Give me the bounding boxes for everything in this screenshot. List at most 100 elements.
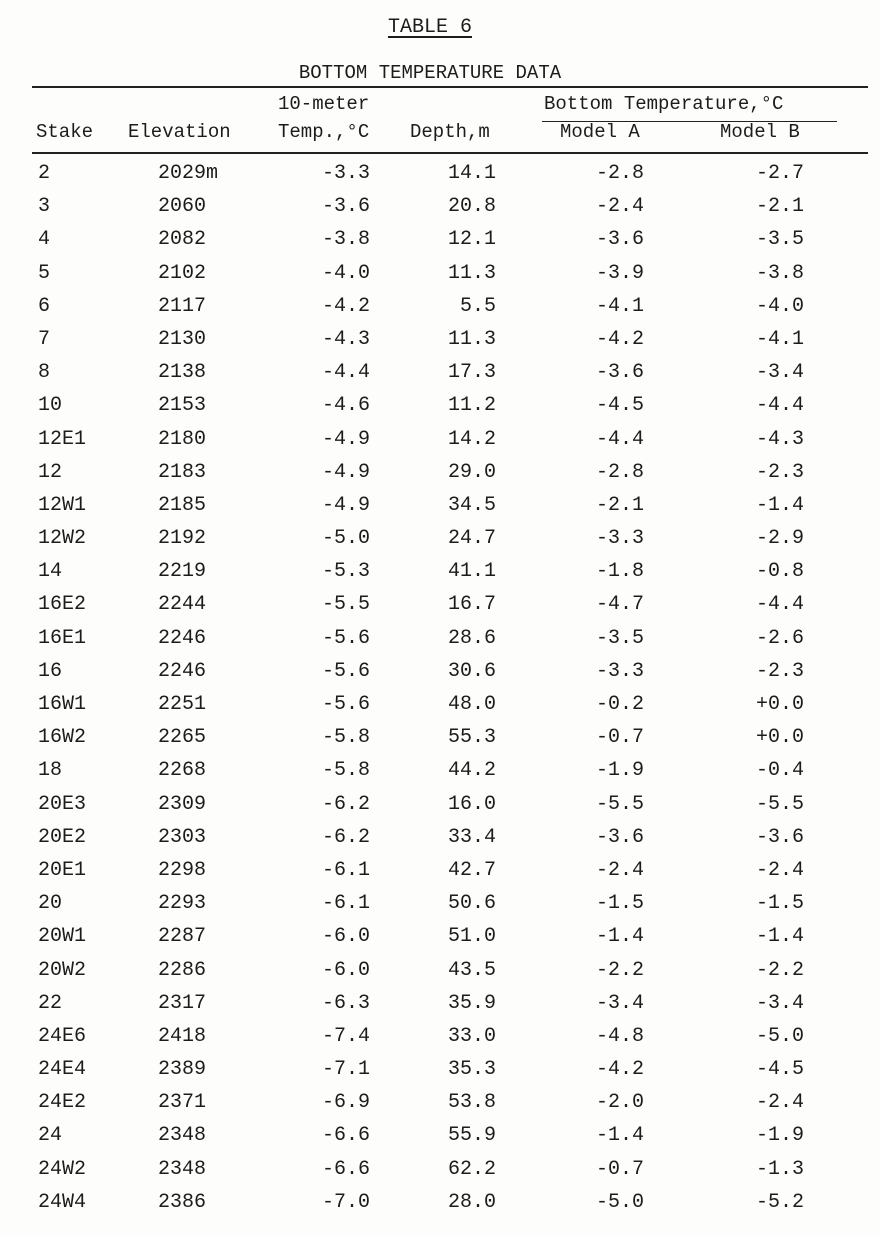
- table-subtitle: BOTTOM TEMPERATURE DATA: [298, 62, 562, 84]
- depth-cell: 28.0: [447, 1190, 496, 1214]
- group-underline: [542, 121, 837, 122]
- depth-cell: 29.0: [447, 460, 496, 484]
- elevation-cell: 2268: [158, 759, 207, 783]
- depth-cell: 44.2: [447, 759, 496, 783]
- temp-cell: -6.2: [321, 792, 370, 816]
- stake-cell: 24W4: [38, 1190, 87, 1214]
- stake-cell: 20E1: [38, 858, 87, 882]
- elevation-cell: 2185: [158, 493, 207, 517]
- temp-cell: -3.6: [321, 195, 370, 219]
- elevation-cell: 2138: [158, 361, 207, 385]
- model-a-cell: -4.1: [595, 294, 644, 318]
- header-temp-line2: Temp.,°C: [278, 121, 370, 143]
- model-b-cell: -1.4: [755, 925, 804, 949]
- stake-cell: 24E4: [38, 1058, 87, 1082]
- header-temp-line1: 10-meter: [278, 93, 370, 115]
- depth-cell: 33.4: [447, 825, 496, 849]
- model-b-cell: -4.3: [755, 427, 804, 451]
- model-b-cell: -4.4: [755, 394, 804, 418]
- depth-cell: 28.6: [447, 626, 496, 650]
- model-a-cell: -1.9: [595, 759, 644, 783]
- model-b-cell: -3.5: [755, 228, 804, 252]
- temp-cell: -4.9: [321, 427, 370, 451]
- model-a-cell: -2.4: [595, 195, 644, 219]
- temp-cell: -6.0: [321, 958, 370, 982]
- table-row: 16W2 2265 -5.8 55.3 -0.7 +0.0: [0, 722, 880, 755]
- stake-cell: 20W1: [38, 925, 87, 949]
- stake-cell: 22: [38, 991, 63, 1015]
- temp-cell: -4.6: [321, 394, 370, 418]
- model-b-cell: -5.5: [755, 792, 804, 816]
- elevation-cell: 2298: [158, 858, 207, 882]
- temp-cell: -5.8: [321, 726, 370, 750]
- temp-cell: -6.1: [321, 858, 370, 882]
- temp-cell: -4.4: [321, 361, 370, 385]
- model-a-cell: -3.6: [595, 825, 644, 849]
- header-model-a: Model A: [560, 121, 640, 143]
- temp-cell: -6.1: [321, 892, 370, 916]
- depth-cell: 50.6: [447, 892, 496, 916]
- model-b-cell: -3.8: [755, 261, 804, 285]
- stake-cell: 12W2: [38, 527, 87, 551]
- model-a-cell: -2.1: [595, 493, 644, 517]
- elevation-cell: 2246: [158, 659, 207, 683]
- temp-cell: -4.0: [321, 261, 370, 285]
- model-b-cell: -2.4: [755, 858, 804, 882]
- depth-cell: 17.3: [447, 361, 496, 385]
- table-row: 6 2117 -4.2 5.5 -4.1 -4.0: [0, 291, 880, 324]
- depth-cell: 5.5: [459, 294, 496, 318]
- temp-cell: -5.6: [321, 693, 370, 716]
- model-a-cell: -3.6: [595, 228, 644, 252]
- model-b-cell: -0.8: [755, 560, 804, 584]
- stake-cell: 5: [38, 261, 51, 285]
- temp-cell: -4.9: [321, 493, 370, 517]
- model-b-cell: -2.6: [755, 626, 804, 650]
- temp-cell: -3.3: [321, 162, 370, 185]
- model-b-cell: -2.3: [755, 659, 804, 683]
- temp-cell: -7.0: [321, 1190, 370, 1214]
- temp-cell: -6.2: [321, 825, 370, 849]
- stake-cell: 24: [38, 1124, 63, 1148]
- elevation-cell: 2029m: [158, 162, 219, 185]
- table-row: 24E2 2371 -6.9 53.8 -2.0 -2.4: [0, 1087, 880, 1120]
- model-b-cell: -2.2: [755, 958, 804, 982]
- model-b-cell: -2.1: [755, 195, 804, 219]
- temp-cell: -4.9: [321, 460, 370, 484]
- depth-cell: 14.1: [447, 162, 496, 185]
- table-row: 8 2138 -4.4 17.3 -3.6 -3.4: [0, 357, 880, 390]
- temp-cell: -5.3: [321, 560, 370, 584]
- elevation-cell: 2265: [158, 726, 207, 750]
- header-bottom-temperature: Bottom Temperature,°C: [544, 93, 784, 115]
- elevation-cell: 2153: [158, 394, 207, 418]
- elevation-cell: 2418: [158, 1024, 207, 1048]
- elevation-cell: 2192: [158, 527, 207, 551]
- model-a-cell: -4.4: [595, 427, 644, 451]
- model-a-cell: -4.7: [595, 593, 644, 617]
- table-row: 20W1 2287 -6.0 51.0 -1.4 -1.4: [0, 921, 880, 954]
- table-row: 7 2130 -4.3 11.3 -4.2 -4.1: [0, 324, 880, 357]
- stake-cell: 20E2: [38, 825, 87, 849]
- elevation-cell: 2130: [158, 327, 207, 351]
- table-row: 24E6 2418 -7.4 33.0 -4.8 -5.0: [0, 1021, 880, 1054]
- temp-cell: -3.8: [321, 228, 370, 252]
- elevation-cell: 2251: [158, 693, 207, 716]
- depth-cell: 20.8: [447, 195, 496, 219]
- top-rule: [32, 86, 868, 88]
- temp-cell: -6.6: [321, 1124, 370, 1148]
- stake-cell: 2: [38, 162, 51, 185]
- stake-cell: 14: [38, 560, 63, 584]
- model-b-cell: -2.9: [755, 527, 804, 551]
- model-b-cell: -3.4: [755, 361, 804, 385]
- table-row: 16E2 2244 -5.5 16.7 -4.7 -4.4: [0, 589, 880, 622]
- table-body: 2 2029m -3.3 14.1 -2.8 -2.7 3 2060 -3.6 20.8 -2.4 -…: [0, 158, 880, 1220]
- elevation-cell: 2060: [158, 195, 207, 219]
- depth-cell: 62.2: [447, 1157, 496, 1181]
- header-elevation: Elevation: [128, 121, 231, 143]
- depth-cell: 55.9: [447, 1124, 496, 1148]
- elevation-cell: 2180: [158, 427, 207, 451]
- model-a-cell: -5.5: [595, 792, 644, 816]
- elevation-cell: 2246: [158, 626, 207, 650]
- model-b-cell: +0.0: [755, 726, 804, 750]
- header-rule: [32, 152, 868, 154]
- model-b-cell: -1.3: [755, 1157, 804, 1181]
